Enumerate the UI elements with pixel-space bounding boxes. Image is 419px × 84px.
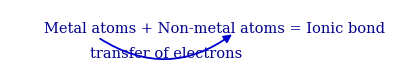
Text: Metal atoms + Non-metal atoms = Ionic bond: Metal atoms + Non-metal atoms = Ionic bo… [44,22,385,36]
FancyArrowPatch shape [100,36,230,59]
Text: transfer of electrons: transfer of electrons [90,47,242,61]
